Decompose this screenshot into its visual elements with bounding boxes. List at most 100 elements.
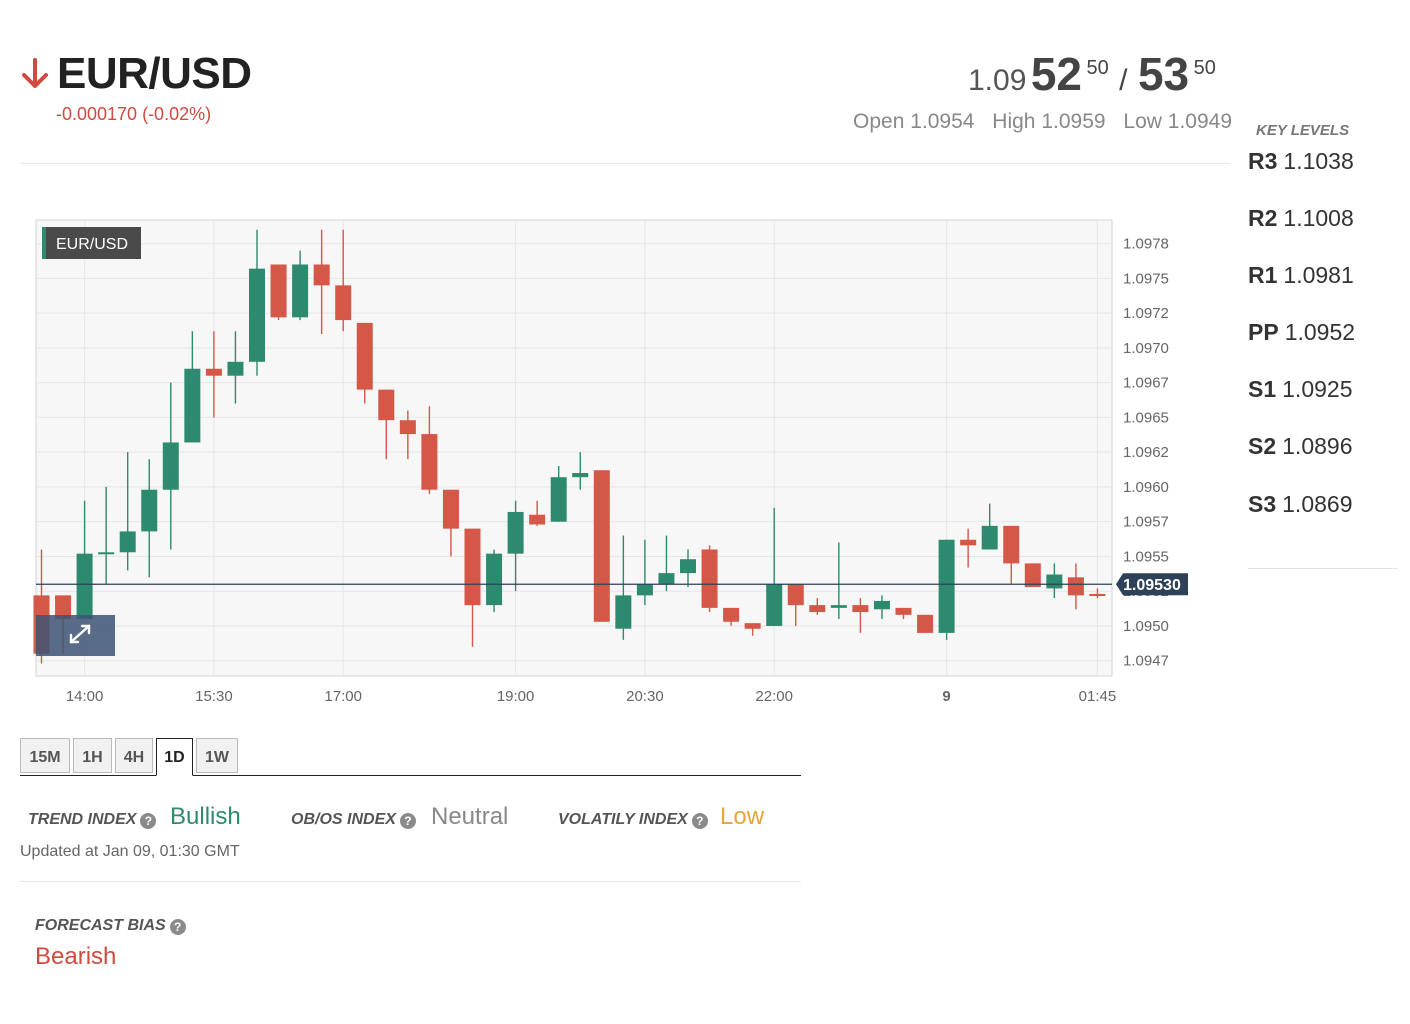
expand-button-bg[interactable]	[36, 615, 115, 656]
y-tick-label: 1.0972	[1123, 305, 1169, 322]
key-level-pp: PP 1.0952	[1248, 319, 1355, 346]
symbol-label-bg	[42, 227, 141, 259]
key-level-name: R2	[1248, 205, 1278, 231]
x-tick-label: 17:00	[324, 688, 362, 705]
key-level-value: 1.1038	[1283, 148, 1354, 174]
y-tick-label: 1.0970	[1123, 340, 1169, 357]
candle	[572, 452, 589, 490]
candle-body	[356, 322, 373, 390]
candle-body	[636, 584, 653, 596]
bid-prefix: 1.09	[968, 64, 1027, 97]
candle-body	[442, 489, 459, 529]
candle-body	[55, 595, 72, 619]
question-circle-icon[interactable]: ?	[691, 813, 708, 829]
candle-body	[1003, 525, 1020, 564]
low-value: Low 1.0949	[1123, 110, 1232, 133]
candle	[507, 500, 524, 592]
candle-body	[486, 553, 503, 606]
candle	[658, 535, 675, 592]
candle-body	[313, 264, 330, 286]
key-level-value: 1.0981	[1283, 262, 1354, 288]
forecast-bias-label: FORECAST BIAS?	[35, 917, 186, 935]
tab-1w[interactable]: 1W	[196, 738, 238, 773]
candle-body	[507, 511, 524, 554]
candle	[292, 250, 309, 321]
question-circle-icon[interactable]: ?	[399, 813, 416, 829]
symbol-label-accent	[42, 227, 46, 259]
key-level-value: 1.0952	[1284, 319, 1356, 345]
tab-1h[interactable]: 1H	[73, 738, 112, 773]
candle-body	[464, 528, 481, 606]
candle-body	[873, 600, 890, 610]
candle	[1003, 525, 1020, 585]
quote-separator: /	[1119, 64, 1128, 97]
y-tick-label: 1.0947	[1123, 653, 1169, 670]
tab-4h[interactable]: 4H	[115, 738, 153, 773]
candle	[1067, 563, 1084, 610]
key-level-value: 1.0896	[1282, 433, 1353, 459]
candle-body	[270, 264, 287, 318]
candle-body	[162, 442, 179, 490]
key-level-value: 1.0869	[1282, 491, 1353, 517]
y-tick-label: 1.0978	[1123, 236, 1169, 253]
candle-body	[141, 489, 158, 532]
candle	[205, 331, 222, 418]
candle-body	[830, 605, 847, 608]
candle-body	[658, 573, 675, 585]
expand-icon[interactable]	[69, 624, 91, 644]
volatility-index-value: Low	[720, 803, 765, 830]
candle-body	[701, 549, 718, 608]
candle-body	[292, 264, 309, 318]
candle-body	[938, 539, 955, 633]
x-tick-label: 19:00	[497, 688, 535, 705]
candle	[830, 542, 847, 619]
candle	[787, 584, 804, 626]
candle	[378, 389, 395, 460]
candle	[895, 607, 912, 619]
bid-big: 52	[1030, 48, 1083, 100]
candle	[938, 539, 955, 640]
key-level-name: S1	[1248, 376, 1277, 402]
volatility-index-text: VOLATILY INDEX	[558, 811, 688, 828]
candlestick-chart[interactable]: 1.0978 1.0975 1.0972 1.0970 1.0967 1.0965 1.09…	[20, 205, 1220, 725]
candle-body	[184, 368, 201, 443]
key-level-r1: R1 1.0981	[1248, 262, 1354, 289]
candle	[141, 459, 158, 578]
price-change: -0.000170 (-0.02%)	[56, 104, 212, 124]
candle	[981, 503, 998, 550]
trend-index-label: TREND INDEX?	[28, 811, 157, 829]
tab-1d[interactable]: 1D	[156, 738, 193, 776]
candle	[960, 528, 977, 568]
candle-body	[572, 473, 589, 478]
key-level-s1: S1 1.0925	[1248, 376, 1353, 403]
high-value: High 1.0959	[992, 110, 1106, 133]
chart-symbol-label: EUR/USD	[42, 227, 141, 259]
key-level-name: R3	[1248, 148, 1278, 174]
candle	[1089, 588, 1106, 599]
obos-index-text: OB/OS INDEX	[291, 811, 396, 828]
x-tick-label: 22:00	[755, 688, 793, 705]
question-circle-icon[interactable]: ?	[140, 813, 157, 829]
y-tick-label: 1.0965	[1123, 409, 1169, 426]
candle-body	[249, 268, 265, 362]
expand-button[interactable]	[36, 615, 115, 656]
bid-ask-quote: 1.09 52 50 / 53 50	[968, 48, 1216, 112]
ask-pipette: 50	[1193, 57, 1216, 79]
candle-body	[205, 368, 222, 376]
obos-index-value: Neutral	[431, 803, 509, 830]
price-tag-label: 1.09530	[1123, 577, 1181, 594]
bid-pipette: 50	[1086, 57, 1109, 79]
forecast-bias-value: Bearish	[35, 943, 117, 970]
candle	[421, 406, 438, 494]
key-level-s2: S2 1.0896	[1248, 433, 1353, 460]
candle	[335, 229, 352, 332]
candle	[313, 229, 330, 334]
question-circle-icon[interactable]: ?	[169, 919, 186, 935]
candle-body	[744, 623, 761, 629]
candle	[76, 500, 93, 619]
key-level-r3: R3 1.1038	[1248, 148, 1354, 175]
candle	[1046, 563, 1063, 599]
pair-title: EUR/USD	[57, 49, 252, 98]
tab-15m[interactable]: 15M	[20, 738, 70, 773]
candle-body	[809, 605, 826, 613]
